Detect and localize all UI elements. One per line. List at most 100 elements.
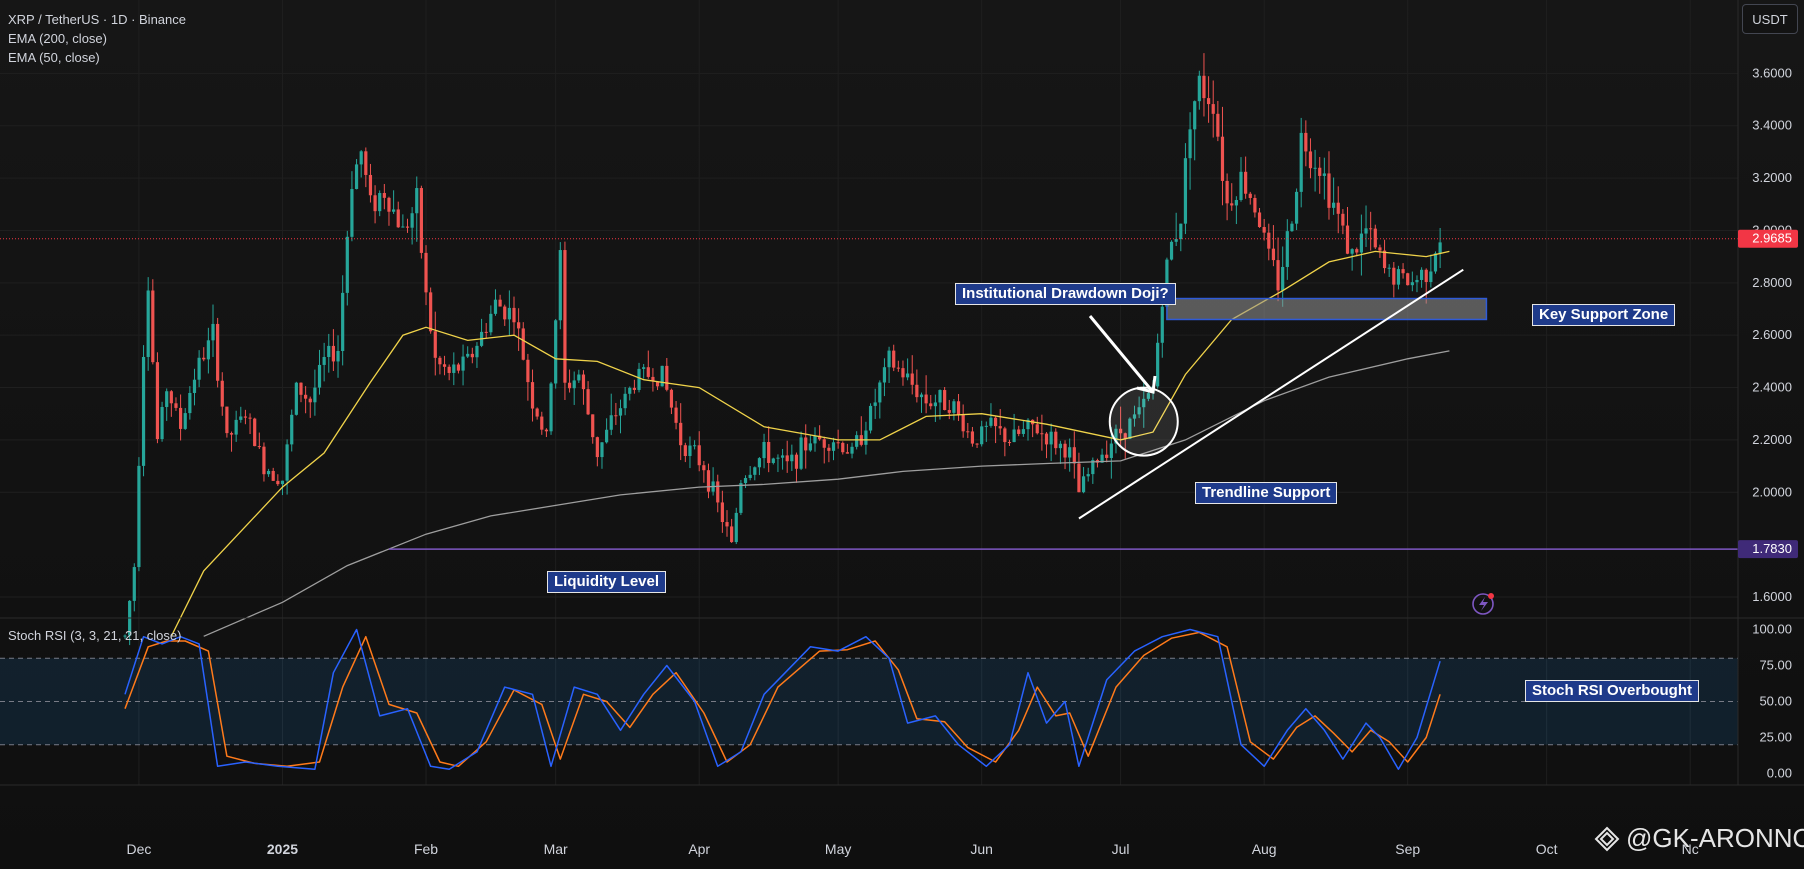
- candle[interactable]: [549, 381, 553, 435]
- candle[interactable]: [586, 381, 590, 416]
- price-pane[interactable]: [0, 53, 1738, 646]
- trendline-support-line[interactable]: [1078, 268, 1464, 520]
- candle[interactable]: [188, 386, 192, 420]
- candle[interactable]: [646, 350, 650, 379]
- doji-highlight-circle[interactable]: [1108, 386, 1179, 457]
- candle[interactable]: [1429, 254, 1433, 288]
- candle[interactable]: [785, 440, 789, 473]
- candle[interactable]: [183, 408, 187, 430]
- candle[interactable]: [1373, 224, 1377, 250]
- candle[interactable]: [813, 427, 817, 452]
- candle[interactable]: [216, 317, 220, 388]
- candle[interactable]: [1424, 268, 1428, 304]
- candle[interactable]: [225, 406, 229, 438]
- candle[interactable]: [540, 411, 544, 435]
- candle[interactable]: [1248, 191, 1252, 205]
- candle[interactable]: [1369, 211, 1373, 251]
- candle[interactable]: [1406, 272, 1410, 286]
- candle[interactable]: [975, 443, 979, 448]
- candle[interactable]: [211, 304, 215, 357]
- candle[interactable]: [1068, 438, 1072, 472]
- candle[interactable]: [993, 416, 998, 444]
- stoch-rsi-pane[interactable]: [0, 628, 1738, 770]
- candle[interactable]: [1040, 414, 1044, 451]
- candle[interactable]: [433, 311, 437, 376]
- candle[interactable]: [396, 201, 400, 228]
- candle[interactable]: [405, 218, 410, 233]
- ema50-legend[interactable]: EMA (50, close): [8, 50, 100, 65]
- candle[interactable]: [452, 352, 456, 386]
- candle[interactable]: [266, 468, 271, 477]
- candle[interactable]: [294, 381, 298, 416]
- candle[interactable]: [317, 349, 322, 395]
- candle[interactable]: [456, 362, 461, 374]
- candle[interactable]: [1072, 431, 1076, 479]
- candle[interactable]: [285, 439, 289, 495]
- symbol-title[interactable]: XRP / TetherUS · 1D · Binance: [8, 12, 186, 27]
- candle[interactable]: [151, 279, 155, 365]
- candle[interactable]: [577, 369, 581, 383]
- candle[interactable]: [1313, 149, 1317, 192]
- candle[interactable]: [776, 454, 780, 473]
- candle[interactable]: [507, 290, 511, 336]
- candle[interactable]: [350, 171, 354, 242]
- candle[interactable]: [1193, 100, 1197, 161]
- candle[interactable]: [845, 443, 850, 454]
- candle[interactable]: [1035, 416, 1039, 435]
- candle[interactable]: [1132, 405, 1137, 427]
- candle[interactable]: [947, 399, 951, 420]
- candle[interactable]: [1058, 440, 1063, 464]
- candle[interactable]: [141, 345, 146, 477]
- candle[interactable]: [169, 390, 173, 417]
- candle[interactable]: [688, 436, 692, 469]
- candle[interactable]: [276, 474, 280, 486]
- candle[interactable]: [484, 323, 488, 338]
- candle[interactable]: [123, 634, 127, 639]
- candle[interactable]: [1392, 261, 1396, 298]
- candle[interactable]: [419, 185, 423, 259]
- candle[interactable]: [794, 452, 799, 483]
- candle[interactable]: [1294, 188, 1299, 231]
- candle[interactable]: [1077, 452, 1081, 493]
- candle[interactable]: [799, 431, 803, 471]
- candle[interactable]: [1081, 467, 1086, 494]
- candle[interactable]: [836, 429, 840, 449]
- candle[interactable]: [132, 563, 136, 612]
- candle[interactable]: [734, 507, 738, 545]
- candle[interactable]: [1304, 120, 1308, 167]
- candle[interactable]: [868, 403, 873, 434]
- candle[interactable]: [804, 424, 808, 469]
- candle[interactable]: [1308, 138, 1313, 179]
- candle[interactable]: [790, 444, 794, 471]
- candle[interactable]: [331, 329, 336, 372]
- candle[interactable]: [929, 394, 933, 410]
- candle[interactable]: [137, 457, 141, 572]
- candle[interactable]: [1211, 80, 1215, 138]
- candle[interactable]: [762, 433, 766, 469]
- candle[interactable]: [669, 388, 674, 415]
- candle[interactable]: [345, 230, 349, 306]
- candle[interactable]: [938, 389, 942, 420]
- candle[interactable]: [1382, 239, 1387, 274]
- candle[interactable]: [683, 442, 687, 463]
- candle[interactable]: [1160, 295, 1164, 358]
- candle[interactable]: [1063, 440, 1067, 470]
- candle[interactable]: [618, 399, 623, 434]
- candle[interactable]: [1345, 206, 1350, 255]
- candle[interactable]: [725, 510, 729, 537]
- candle[interactable]: [1156, 333, 1160, 389]
- candle[interactable]: [1007, 439, 1012, 446]
- lightning-alert-icon[interactable]: [1472, 593, 1494, 615]
- candle[interactable]: [1257, 207, 1262, 228]
- candle[interactable]: [1169, 240, 1174, 261]
- candle[interactable]: [512, 296, 516, 336]
- candle[interactable]: [864, 421, 868, 455]
- candle[interactable]: [299, 382, 303, 403]
- candle[interactable]: [1299, 117, 1303, 208]
- candle[interactable]: [271, 467, 275, 481]
- candle[interactable]: [831, 437, 836, 461]
- candle[interactable]: [526, 353, 530, 401]
- candle[interactable]: [378, 190, 382, 217]
- candle[interactable]: [1341, 209, 1345, 235]
- candle[interactable]: [567, 369, 572, 393]
